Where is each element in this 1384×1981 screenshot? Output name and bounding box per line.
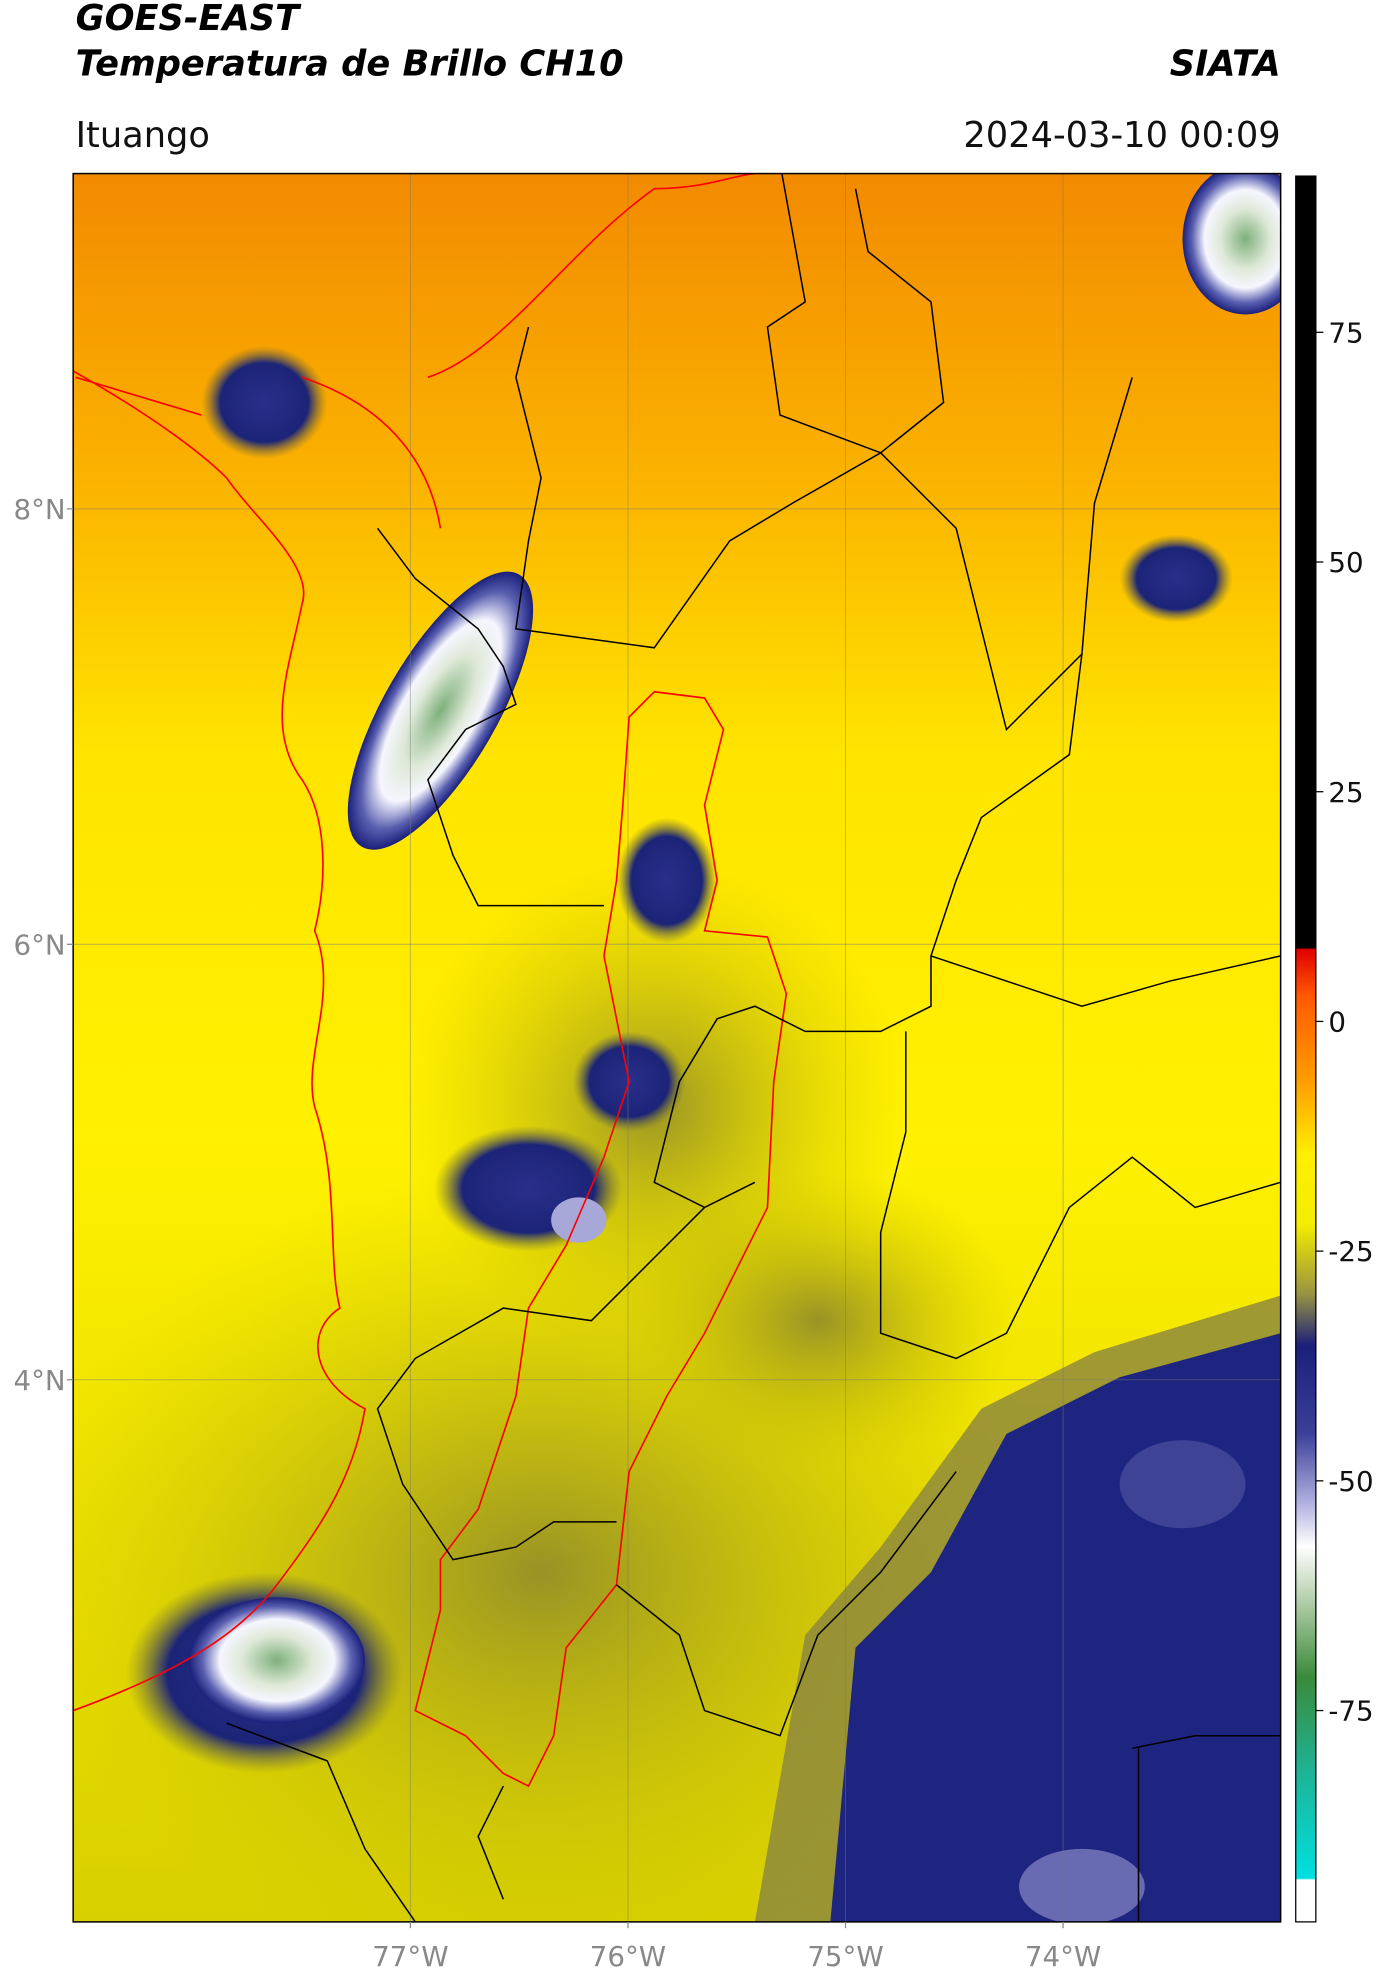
axes: 77°W 76°W 75°W 74°W 8°N 6°N 4°N <box>14 493 1102 1973</box>
colorbar-tick-label: 0 <box>1328 1005 1346 1038</box>
colorbar-tick-label: 75 <box>1328 316 1363 349</box>
cloud-core <box>1019 1848 1145 1922</box>
colorbar-tick-label: 25 <box>1328 776 1363 809</box>
cloud-core <box>1182 173 1281 315</box>
x-tick-label: 76°W <box>590 1940 666 1973</box>
region-outline <box>414 690 788 1788</box>
cloud-cluster <box>201 345 328 460</box>
coastline <box>75 173 755 529</box>
colorbar-tick-label: -50 <box>1328 1465 1373 1498</box>
x-tick-label: 75°W <box>807 1940 883 1973</box>
y-tick-label: 6°N <box>14 928 66 961</box>
colorbar-axis: 75 50 25 0 -25 -50 -75 <box>1315 316 1374 1728</box>
colorbar-tick-label: 50 <box>1328 546 1363 579</box>
coastline <box>73 370 366 1712</box>
cloud-cluster <box>1119 1440 1246 1529</box>
subtitle: Temperatura de Brillo CH10 <box>76 43 624 84</box>
source: SIATA <box>1170 43 1281 84</box>
colorbar-tick-label: -25 <box>1328 1235 1373 1268</box>
x-tick-label: 77°W <box>372 1940 448 1973</box>
timestamp: 2024-03-10 00:09 <box>963 115 1280 156</box>
colorbar-tick-label: -75 <box>1328 1695 1373 1728</box>
x-tick-label: 74°W <box>1025 1940 1101 1973</box>
cloud-core <box>188 1597 365 1724</box>
map <box>73 173 1281 1922</box>
y-tick-label: 8°N <box>14 493 66 526</box>
cloud-cluster <box>1119 534 1233 623</box>
cloud-field <box>616 1169 1020 1472</box>
y-tick-label: 4°N <box>14 1364 66 1397</box>
location: Ituango <box>76 115 210 156</box>
colorbar <box>1295 175 1317 1923</box>
border <box>226 173 1281 1922</box>
map-frame <box>72 172 1282 1923</box>
cloud-core <box>551 1197 607 1243</box>
title: GOES-EAST <box>76 0 302 39</box>
cloud-cluster <box>616 817 718 944</box>
